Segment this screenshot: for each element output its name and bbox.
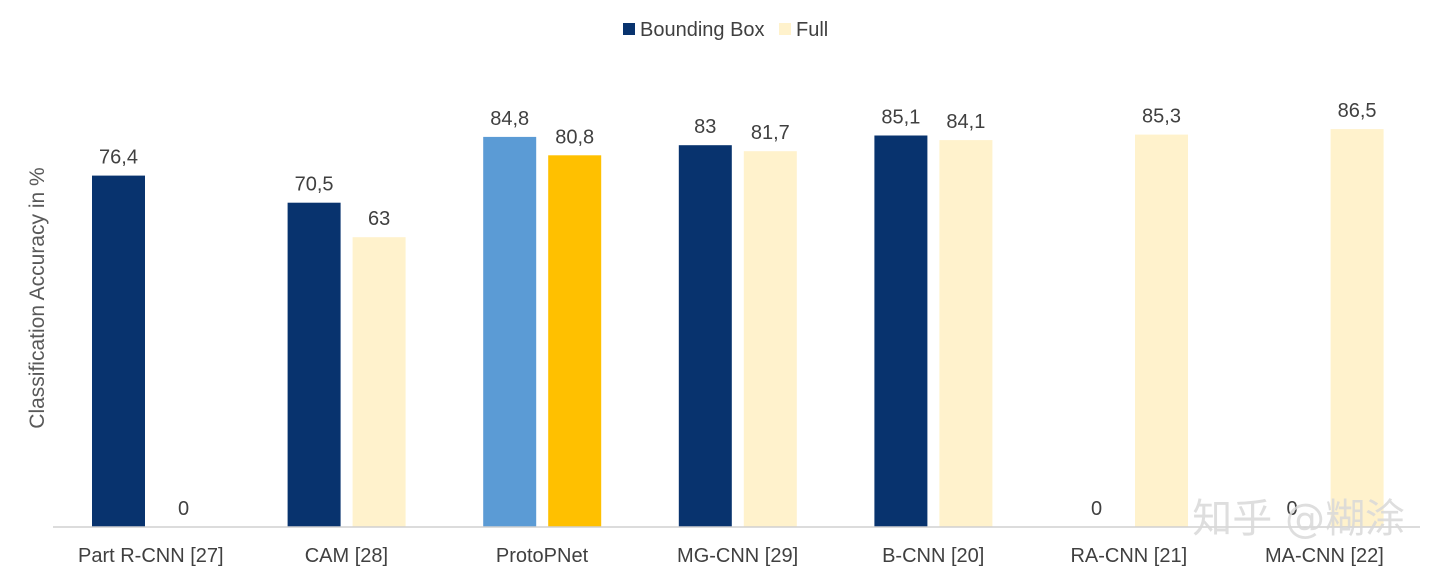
bar-bounding-box-2 — [483, 136, 537, 527]
data-label-bounding-box-4: 85,1 — [881, 107, 920, 129]
data-label-bounding-box-6: 0 — [1287, 498, 1298, 520]
data-label-full-0: 0 — [178, 498, 189, 520]
legend-label-bounding-box: Bounding Box — [640, 19, 765, 41]
legend-swatch-full — [779, 23, 791, 35]
legend: Bounding Box Full — [623, 19, 828, 41]
x-tick-label-5: RA-CNN [21] — [1070, 545, 1187, 567]
x-tick-label-4: B-CNN [20] — [882, 545, 984, 567]
data-label-full-6: 86,5 — [1338, 100, 1377, 122]
data-label-bounding-box-2: 84,8 — [490, 108, 529, 130]
data-labels: 76,4 0 70,5 63 84,8 80,8 83 81,7 85,1 84,1 0 85,3 0 8… — [99, 100, 1377, 520]
x-axis-ticks: Part R-CNN [27] CAM [28] ProtoPNet MG-CNN [… — [78, 545, 1384, 567]
data-label-bounding-box-0: 76,4 — [99, 147, 138, 169]
bar-full-1 — [352, 237, 406, 527]
x-tick-label-2: ProtoPNet — [496, 545, 589, 567]
data-label-bounding-box-1: 70,5 — [295, 174, 334, 196]
data-label-bounding-box-3: 83 — [694, 116, 716, 138]
legend-label-full: Full — [796, 19, 828, 41]
bar-bounding-box-0 — [92, 175, 145, 527]
x-tick-label-3: MG-CNN [29] — [677, 545, 798, 567]
legend-swatch-bounding-box — [623, 23, 635, 35]
bar-full-4 — [939, 140, 993, 527]
bars — [92, 129, 1384, 528]
bar-full-6 — [1330, 129, 1384, 527]
data-label-bounding-box-5: 0 — [1091, 498, 1102, 520]
data-label-full-3: 81,7 — [751, 122, 790, 144]
bar-full-5 — [1135, 134, 1188, 527]
bar-bounding-box-3 — [678, 145, 732, 527]
bar-bounding-box-1 — [287, 202, 341, 527]
bar-full-2 — [548, 155, 602, 528]
data-label-full-2: 80,8 — [555, 126, 594, 148]
watermark: 知乎 @糊涂 — [1192, 496, 1405, 542]
data-label-full-5: 85,3 — [1142, 106, 1181, 128]
y-axis-label: Classification Accuracy in % — [26, 167, 49, 428]
x-tick-label-6: MA-CNN [22] — [1265, 545, 1384, 567]
x-tick-label-0: Part R-CNN [27] — [78, 545, 224, 567]
data-label-full-1: 63 — [368, 208, 390, 230]
x-tick-label-1: CAM [28] — [305, 545, 388, 567]
data-label-full-4: 84,1 — [946, 111, 985, 133]
bar-full-3 — [743, 151, 797, 527]
bar-bounding-box-4 — [874, 135, 928, 527]
